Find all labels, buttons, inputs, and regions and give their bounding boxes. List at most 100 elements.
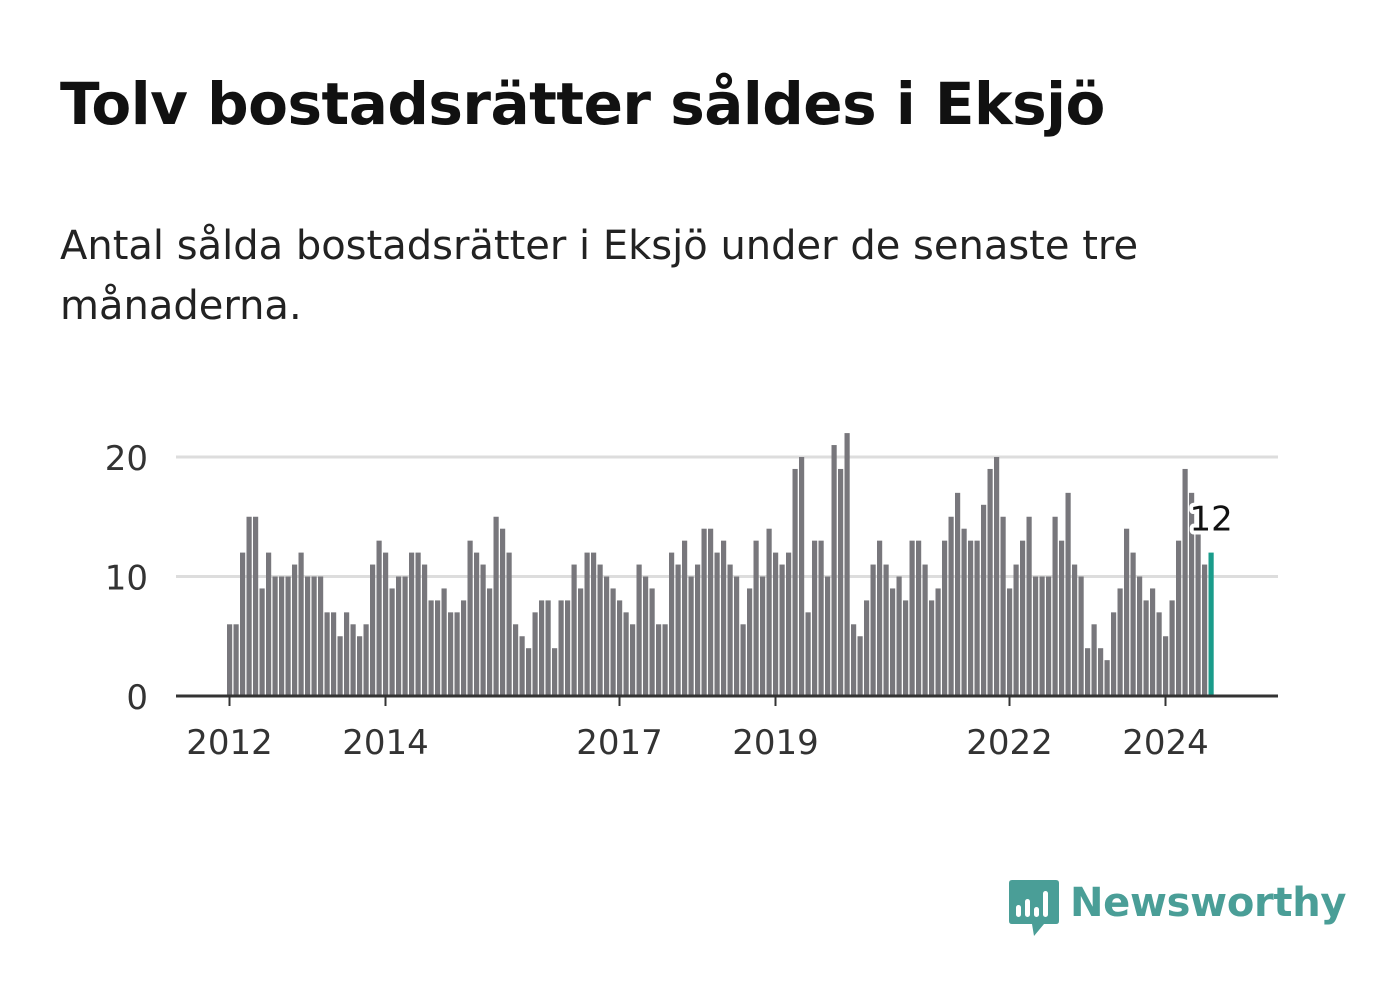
y-tick-label: 0 <box>126 678 148 718</box>
bar <box>909 540 915 696</box>
bars <box>227 433 1214 696</box>
bar <box>532 612 538 696</box>
bar <box>1026 516 1032 696</box>
bar <box>357 636 363 696</box>
bar <box>1156 612 1162 696</box>
bar <box>402 576 408 696</box>
bar <box>760 576 766 696</box>
bar <box>506 552 512 696</box>
bar <box>669 552 675 696</box>
bar <box>617 600 623 696</box>
bar <box>376 540 382 696</box>
bar <box>305 576 311 696</box>
bar <box>831 445 837 696</box>
chat-bubble-bar-chart-icon <box>1009 880 1059 936</box>
bar <box>266 552 272 696</box>
bar <box>461 600 467 696</box>
bar <box>773 552 779 696</box>
bar <box>1007 588 1013 696</box>
bar <box>1052 516 1058 696</box>
bar <box>714 552 720 696</box>
bar <box>766 528 772 696</box>
bar <box>428 600 434 696</box>
bar <box>656 624 662 696</box>
bar <box>792 468 798 696</box>
brand-name: Newsworthy <box>1070 880 1347 926</box>
bar <box>285 576 291 696</box>
bar <box>740 624 746 696</box>
bar <box>1117 588 1123 696</box>
y-axis-tick-labels: 0 10 20 <box>105 439 148 718</box>
bar <box>363 624 369 696</box>
bar <box>1130 552 1136 696</box>
x-axis-tick-labels: 2012 2014 2017 2019 2022 2024 <box>186 723 1209 763</box>
bar <box>818 540 824 696</box>
bar <box>935 588 941 696</box>
data-label-halo: 12 <box>1189 500 1232 540</box>
bar <box>292 564 298 696</box>
bar <box>487 588 493 696</box>
bar <box>1033 576 1039 696</box>
data-label: 12 <box>1189 500 1232 540</box>
bar <box>896 576 902 696</box>
bar <box>545 600 551 696</box>
x-tick-label: 2019 <box>732 723 819 763</box>
gridlines <box>176 455 1278 578</box>
bar <box>630 624 636 696</box>
bar <box>1137 576 1143 696</box>
bar <box>389 588 395 696</box>
bar <box>480 564 486 696</box>
bar <box>500 528 506 696</box>
bar <box>526 648 532 696</box>
bar <box>805 612 811 696</box>
bar <box>857 636 863 696</box>
bar <box>877 540 883 696</box>
bar <box>571 564 577 696</box>
bar <box>701 528 707 696</box>
bar <box>324 612 330 696</box>
bar <box>1150 588 1156 696</box>
bar <box>253 516 259 696</box>
bar <box>695 564 701 696</box>
bar <box>259 588 265 696</box>
bar <box>987 468 993 696</box>
bar <box>1104 660 1110 696</box>
bar <box>1098 648 1104 696</box>
bar <box>883 564 889 696</box>
bar <box>753 540 759 696</box>
bar <box>519 636 525 696</box>
bar <box>1013 564 1019 696</box>
bar <box>1176 540 1182 696</box>
bar <box>688 576 694 696</box>
bar <box>467 540 473 696</box>
bar <box>539 600 545 696</box>
bar <box>929 600 935 696</box>
bar <box>337 636 343 696</box>
bar <box>779 564 785 696</box>
bar <box>727 564 733 696</box>
bar <box>994 457 1000 696</box>
bar <box>344 612 350 696</box>
bar <box>649 588 655 696</box>
bar <box>799 457 805 696</box>
bar <box>565 600 571 696</box>
newsworthy-logo: Newsworthy <box>1008 878 1347 942</box>
bar <box>604 576 610 696</box>
bar <box>662 624 668 696</box>
bar <box>1124 528 1130 696</box>
bar <box>370 564 376 696</box>
bar <box>643 576 649 696</box>
bar <box>558 600 564 696</box>
chart-title: Tolv bostadsrätter såldes i Eksjö <box>60 70 1105 138</box>
bar <box>675 564 681 696</box>
bar <box>318 576 324 696</box>
bar <box>454 612 460 696</box>
y-tick-label: 10 <box>105 559 148 599</box>
bar <box>916 540 922 696</box>
bar <box>1000 516 1006 696</box>
bar <box>1046 576 1052 696</box>
bar <box>1085 648 1091 696</box>
bar <box>597 564 603 696</box>
bar <box>922 564 928 696</box>
